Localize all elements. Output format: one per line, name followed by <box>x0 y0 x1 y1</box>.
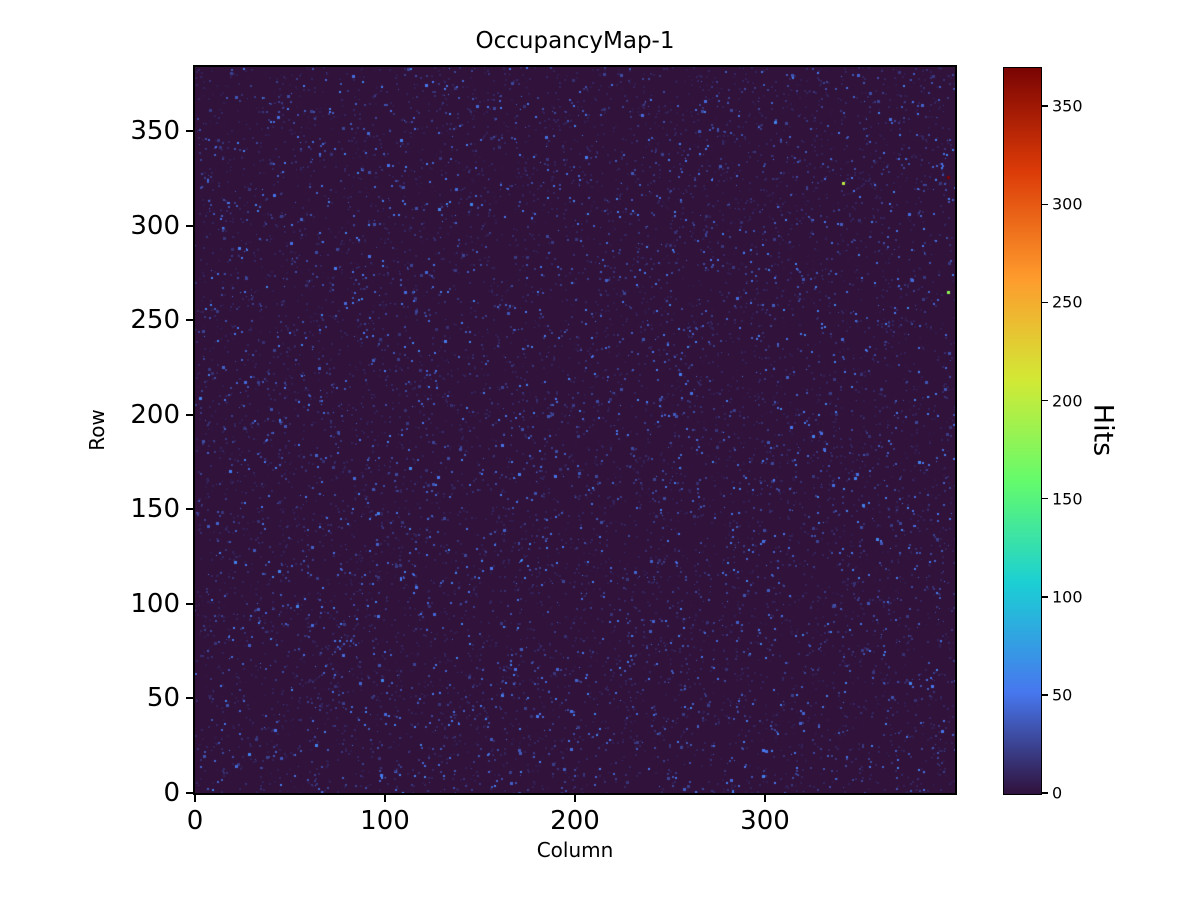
y-tick-label: 150 <box>130 494 180 525</box>
colorbar-label: Hits <box>1087 403 1119 457</box>
colorbar-tick-mark <box>1042 497 1048 500</box>
colorbar-tick-label: 300 <box>1052 194 1083 214</box>
colorbar-tick-label: 50 <box>1052 685 1073 705</box>
colorbar-tick-label: 0 <box>1052 783 1063 803</box>
colorbar-tick-mark <box>1042 694 1048 696</box>
x-tick-label: 300 <box>740 806 790 836</box>
colorbar-tick-label: 350 <box>1052 96 1083 116</box>
colorbar-tick-mark <box>1042 105 1048 107</box>
colorbar-tick-mark <box>1042 203 1048 206</box>
colorbar-tick-label: 150 <box>1052 489 1083 509</box>
y-tick-label: 250 <box>130 305 180 336</box>
colorbar-tick-label: 100 <box>1052 587 1083 607</box>
y-tick-label: 0 <box>163 778 180 808</box>
heatmap-canvas <box>195 67 955 793</box>
colorbar-tick-mark <box>1042 792 1048 794</box>
colorbar-tick-mark <box>1042 301 1048 304</box>
x-tick-mark <box>574 793 576 802</box>
y-tick-label: 300 <box>130 210 180 241</box>
y-tick-mark <box>186 602 195 605</box>
y-tick-mark <box>186 413 195 416</box>
y-tick-mark <box>186 319 195 322</box>
x-axis-label: Column <box>536 838 614 862</box>
y-tick-mark <box>186 130 195 133</box>
y-tick-mark <box>186 224 195 227</box>
y-tick-mark <box>186 508 195 511</box>
y-tick-label: 100 <box>130 588 180 619</box>
chart-title: OccupancyMap-1 <box>475 28 675 54</box>
colorbar-tick-label: 250 <box>1052 292 1083 312</box>
colorbar-tick-mark <box>1042 596 1048 598</box>
y-tick-label: 50 <box>146 683 180 714</box>
colorbar-tick-mark <box>1042 399 1048 402</box>
y-tick-mark <box>186 792 195 794</box>
x-tick-label: 100 <box>360 806 410 836</box>
colorbar <box>1003 67 1042 795</box>
x-tick-mark <box>384 793 386 802</box>
y-axis-label: Row <box>85 409 109 451</box>
x-tick-mark <box>194 793 196 802</box>
y-tick-label: 350 <box>130 116 180 147</box>
colorbar-tick-label: 200 <box>1052 391 1083 411</box>
x-tick-label: 200 <box>550 806 600 836</box>
x-tick-label: 0 <box>186 806 204 836</box>
y-tick-mark <box>186 697 195 700</box>
x-tick-mark <box>764 793 766 802</box>
y-tick-label: 200 <box>130 399 180 430</box>
